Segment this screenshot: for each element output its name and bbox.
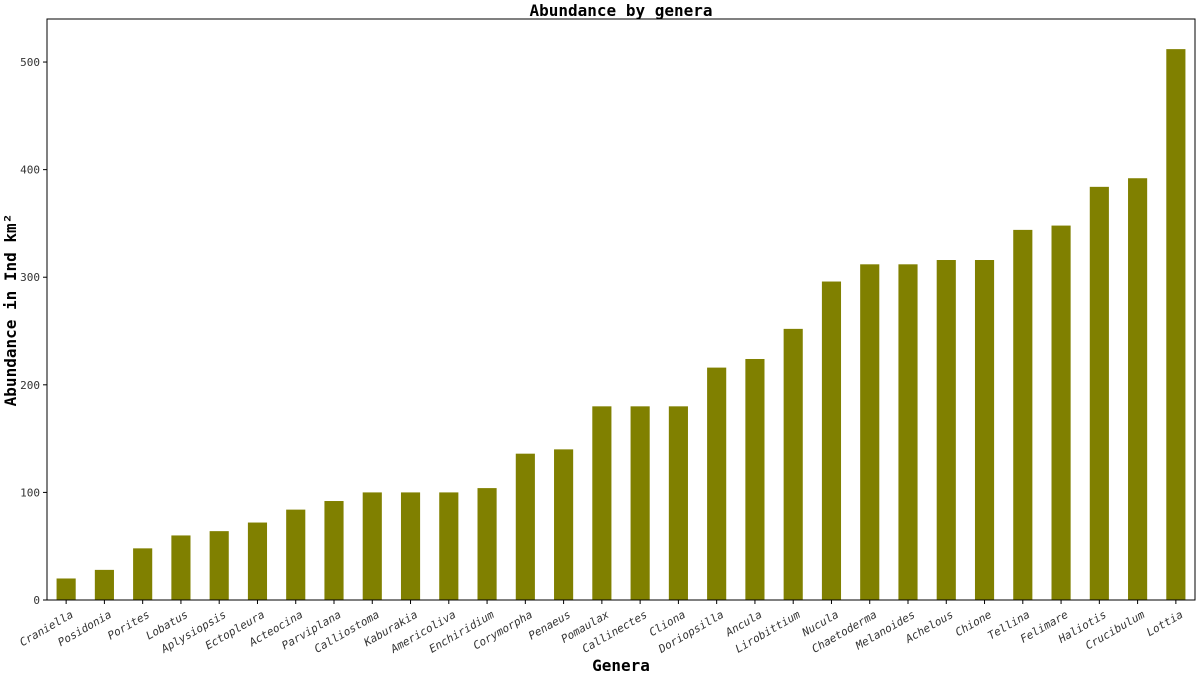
x-tick-label: Lottia [1144,608,1185,639]
y-tick-label: 500 [20,56,40,69]
x-tick-label: Lirobittium [733,608,803,656]
x-tick-label: Doriopsilla [656,608,726,656]
bar-nucula [821,281,842,600]
bar-lobatus [171,535,191,600]
bar-cliona [668,406,688,600]
bar-lottia [1166,49,1186,601]
bar-americoliva [439,492,459,600]
bar-achelous [936,260,956,600]
bar-chione [974,260,995,600]
y-tick-label: 300 [20,271,40,284]
bar-calliostoma [362,492,382,600]
y-axis-ticks: 0 100 200 300 400 500 [20,56,47,607]
bar-kaburakia [400,492,421,600]
bar-felimare [1051,225,1071,601]
bar-corymorpha [515,453,535,600]
y-tick-label: 200 [20,379,40,392]
y-axis-label: Abundance in Ind km² [1,214,20,407]
bar-pomaulax [592,406,612,600]
x-axis-ticks: CraniellaPosidoniaPoritesLobatusAplysiop… [17,600,1185,656]
bar-ectopleura [247,522,268,600]
bar-tellina [1013,229,1033,601]
bar-haliotis [1089,186,1109,600]
bar-enchiridium [477,488,497,600]
bar-penaeus [554,449,574,600]
bar-callinectes [630,406,650,600]
bar-crucibulum [1128,178,1148,600]
bar-aplysiopsis [209,531,229,600]
plot-frame [46,18,1196,601]
x-tick-label: Callinectes [580,608,650,656]
bar-melanoides [898,264,918,600]
bar-acteocina [286,509,306,600]
bar-ancula [745,358,765,600]
bar-porites [133,548,153,600]
bar-parviplana [324,501,344,600]
x-tick-label: Porites [105,608,152,642]
bars-group [56,49,1186,601]
y-tick-label: 0 [33,594,40,607]
bar-doriopsilla [707,367,727,600]
bar-posidonia [94,569,114,600]
y-tick-label: 100 [20,486,40,499]
y-tick-label: 400 [20,164,40,177]
bar-lirobittium [783,328,803,600]
chart-title: Abundance by genera [529,1,712,20]
bar-chaetoderma [860,264,880,600]
bar-craniella [56,578,76,600]
x-axis-label: Genera [592,656,650,675]
